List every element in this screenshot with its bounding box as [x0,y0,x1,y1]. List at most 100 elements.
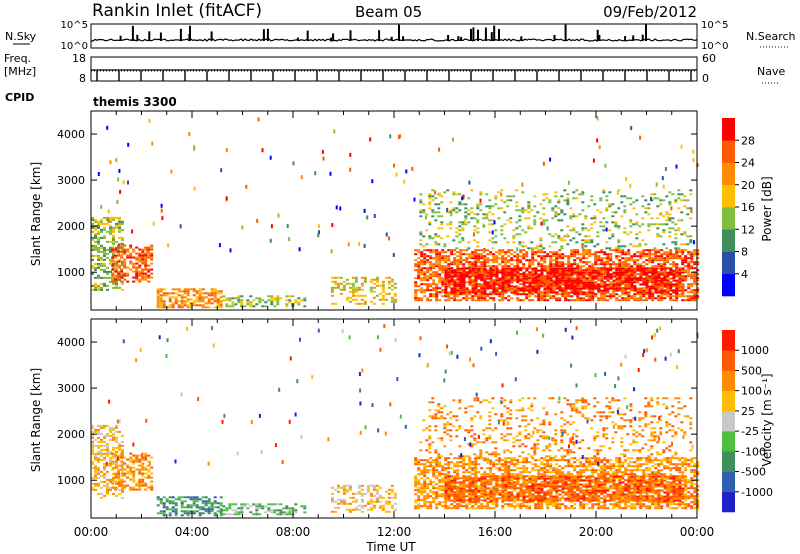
data-cell [273,305,277,308]
data-cell [501,259,505,262]
data-cell [270,511,274,514]
data-cell [429,255,433,258]
data-cell [147,270,151,273]
data-cell [513,271,517,274]
data-cell [585,273,589,276]
data-cell [543,291,547,294]
data-cell [654,271,658,274]
data-cell [627,273,631,276]
data-cell [528,275,532,278]
data-cell [420,469,424,472]
data-cell [375,280,379,283]
data-cell [186,512,190,515]
data-cell [561,265,565,268]
data-cell [276,303,280,306]
data-cell [129,268,133,271]
data-cell [462,263,466,266]
data-cell [201,500,205,503]
data-cell [159,306,163,309]
data-cell [696,287,700,290]
data-cell [114,262,118,265]
data-cell [109,230,112,233]
data-cell [189,304,193,307]
data-cell [138,272,142,275]
data-speckle [193,186,196,191]
data-cell [91,462,94,465]
data-cell [521,191,525,194]
data-cell [549,295,553,298]
data-cell [339,276,343,279]
data-cell [638,243,642,246]
data-cell [597,287,601,290]
data-cell [618,271,622,274]
data-cell [533,219,537,222]
data-cell [216,302,220,305]
data-cell [534,287,538,290]
data-cell [566,203,570,206]
nsky-spike [378,30,381,41]
data-cell [267,503,271,506]
data-cell [198,508,202,511]
data-cell [558,261,562,264]
data-cell [112,426,115,429]
data-cell [422,235,426,238]
data-cell [189,302,193,305]
data-cell [438,265,442,268]
data-cell [495,283,499,286]
data-cell [94,246,97,249]
data-cell [683,205,687,208]
data-cell [618,275,622,278]
data-cell [555,277,559,280]
data-cell [635,199,639,202]
data-cell [225,305,229,308]
data-cell [132,480,136,483]
data-cell [432,485,436,488]
data-cell [339,292,343,295]
data-cell [465,257,469,260]
data-cell [576,267,580,270]
data-cell [351,284,355,287]
data-cell [591,295,595,298]
data-cell [543,285,547,288]
data-cell [432,487,436,490]
data-cell [393,292,397,295]
data-cell [608,205,612,208]
data-cell [438,263,442,266]
data-cell [118,226,121,229]
data-cell [500,225,504,228]
data-cell [471,257,475,260]
data-cell [555,279,559,282]
data-cell [270,303,274,306]
data-cell [129,244,133,247]
data-cell [624,253,628,256]
data-cell [231,503,235,506]
data-cell [465,505,469,508]
data-cell [557,235,561,238]
data-cell [483,269,487,272]
data-cell [109,258,112,261]
data-cell [681,277,685,280]
data-cell [135,246,139,249]
data-cell [159,298,163,301]
data-cell [336,490,340,493]
data-cell [103,448,106,451]
data-cell [456,461,460,464]
data-cell [632,245,636,248]
data-cell [387,488,391,491]
data-cell [234,511,238,514]
data-cell [483,291,487,294]
data-cell [660,257,664,260]
data-cell [572,191,576,194]
data-cell [273,509,277,512]
data-cell [333,282,337,285]
data-cell [653,223,657,226]
data-cell [240,305,244,308]
data-cell [621,275,625,278]
data-cell [678,269,682,272]
data-cell [103,246,106,249]
data-cell [525,275,529,278]
data-cell [492,291,496,294]
data-cell [501,297,505,300]
data-cell [663,275,667,278]
data-cell [435,471,439,474]
